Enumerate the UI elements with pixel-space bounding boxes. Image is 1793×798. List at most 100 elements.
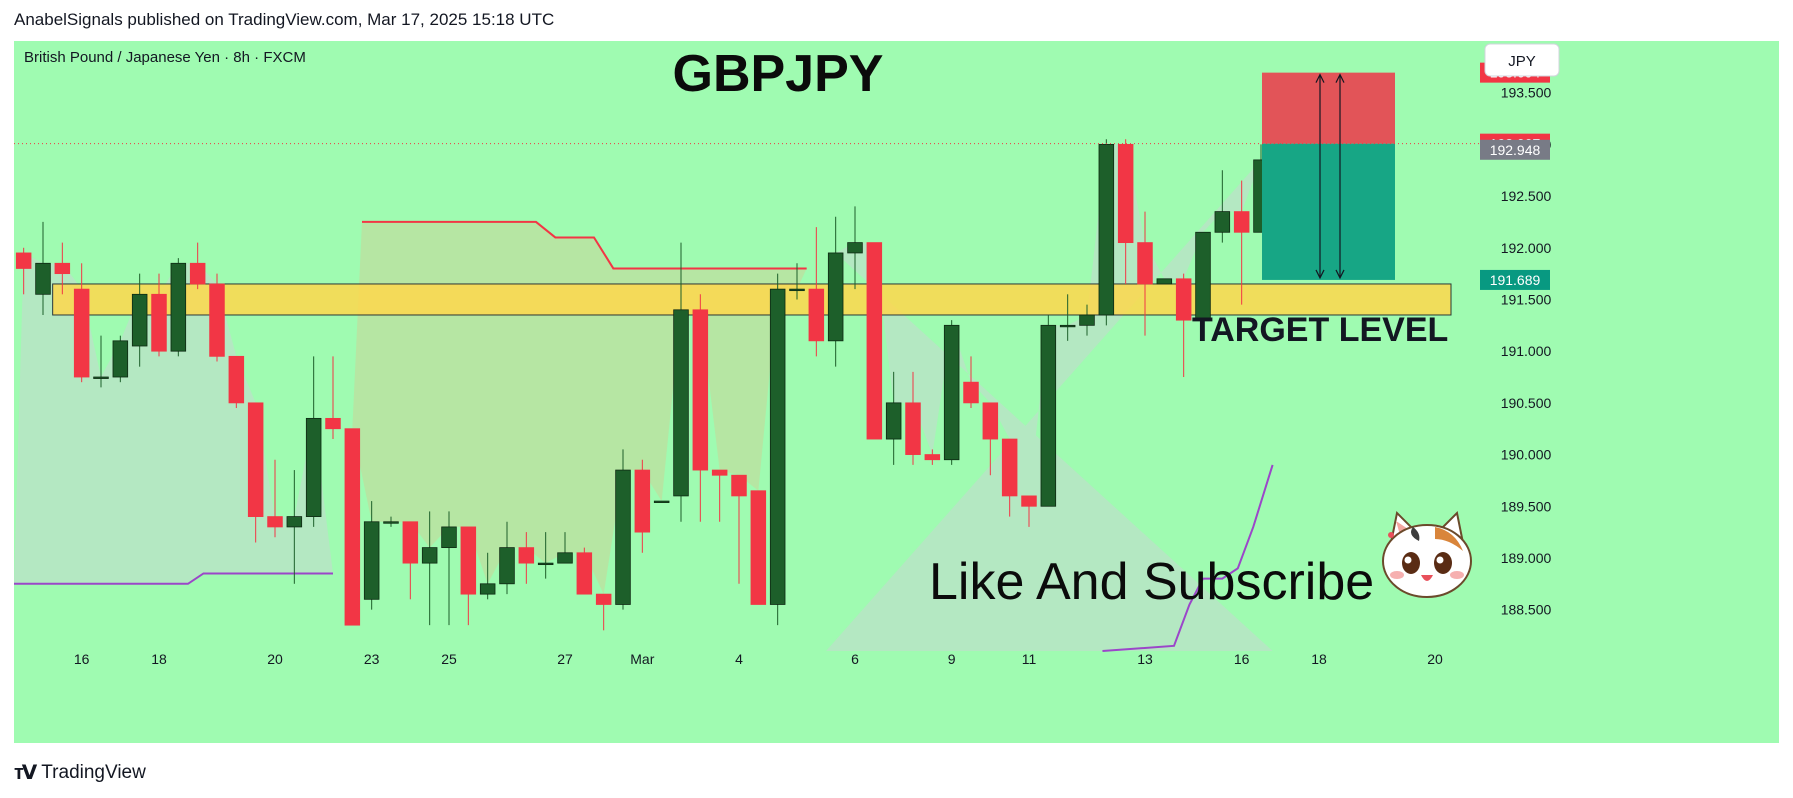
candle-body — [479, 583, 496, 595]
x-tick-label: 18 — [151, 651, 167, 667]
candle — [189, 242, 206, 290]
range-arrow-up-head — [1335, 73, 1345, 83]
candle — [1059, 294, 1076, 341]
candle — [170, 258, 187, 357]
candle — [634, 459, 651, 553]
candle-body — [73, 288, 90, 378]
candle — [905, 371, 921, 465]
candle — [131, 273, 148, 367]
candle-body — [1079, 314, 1095, 326]
currency-button-label: JPY — [1508, 53, 1536, 70]
candle — [421, 511, 438, 626]
candle — [228, 355, 245, 409]
candle — [1040, 314, 1057, 507]
range-arrow-down-head — [1315, 269, 1325, 280]
cat-mascot-icon — [1382, 510, 1472, 598]
candle-body — [1117, 143, 1134, 244]
candle — [673, 242, 689, 522]
chart-area[interactable]: 193.500193.000192.500192.000191.500191.0… — [14, 41, 1779, 743]
candle-body — [1214, 211, 1231, 233]
candle-body — [441, 526, 457, 549]
candle — [363, 501, 380, 610]
candle — [441, 511, 457, 626]
x-tick-label: Mar — [630, 651, 654, 667]
candle-body — [595, 593, 612, 605]
chart-title: GBPJPY — [673, 45, 884, 103]
candle — [557, 532, 573, 564]
x-tick-label: 9 — [948, 651, 956, 667]
y-tick-label: 193.500 — [1501, 85, 1552, 101]
candle — [209, 273, 225, 362]
candle-body — [421, 547, 438, 564]
candle — [35, 221, 51, 315]
candle-body — [209, 283, 225, 357]
candle-body — [769, 288, 786, 605]
currency-button[interactable]: JPY — [1484, 43, 1560, 77]
candle-body — [363, 521, 380, 600]
upper-band-line — [362, 220, 807, 270]
candle — [479, 552, 496, 600]
candle-body — [1021, 495, 1037, 507]
candle — [808, 227, 825, 357]
candle — [943, 320, 960, 465]
y-tick-label: 189.000 — [1501, 550, 1552, 566]
candle — [1021, 495, 1037, 527]
x-tick-label: 20 — [267, 651, 283, 667]
y-tick-label: 188.500 — [1501, 602, 1552, 618]
price-badge-label: 191.689 — [1490, 272, 1541, 288]
candle-body — [924, 454, 941, 461]
y-tick-label: 191.500 — [1501, 291, 1552, 307]
candle-body — [499, 547, 515, 585]
candle-body — [54, 262, 71, 275]
y-tick-label: 190.500 — [1501, 395, 1552, 411]
price-chart[interactable]: 193.500193.000192.500192.000191.500191.0… — [14, 41, 1779, 743]
tradingview-logo-icon: ᴛ𝗩 — [14, 762, 37, 784]
candle — [885, 371, 902, 465]
candle-body — [112, 340, 129, 378]
candle — [692, 294, 709, 522]
candle-body — [1175, 278, 1192, 321]
y-tick-label: 192.500 — [1501, 188, 1552, 204]
candle — [1214, 170, 1231, 243]
candle-body — [615, 469, 631, 605]
lower-band-line-right — [1102, 464, 1274, 652]
candle — [1233, 180, 1250, 305]
candle-body — [1156, 278, 1173, 285]
candle — [151, 273, 167, 357]
candle — [305, 356, 322, 527]
candle — [924, 449, 941, 465]
x-tick-label: 18 — [1311, 651, 1327, 667]
x-tick-label: 20 — [1427, 651, 1443, 667]
candle — [982, 402, 999, 476]
footer-brand[interactable]: ᴛ𝗩 TradingView — [14, 760, 146, 785]
candle-body — [1001, 438, 1018, 497]
candle-body — [1137, 242, 1153, 285]
x-tick-label: 13 — [1137, 651, 1153, 667]
candle — [537, 532, 554, 579]
candle — [731, 474, 747, 584]
candle — [595, 593, 612, 631]
price-badge: 192.948 — [1480, 139, 1550, 160]
candle-body — [808, 288, 825, 342]
candle-body — [537, 562, 554, 566]
candle-body — [653, 500, 670, 503]
take-profit-box — [1262, 143, 1395, 280]
candle — [499, 521, 515, 595]
candle-body — [344, 428, 361, 626]
candle — [286, 470, 303, 584]
x-tick-label: 11 — [1022, 651, 1037, 667]
candle — [1156, 278, 1173, 285]
candle-body — [750, 490, 767, 605]
candle-body — [305, 417, 322, 517]
x-tick-label: 27 — [557, 651, 573, 667]
candle-body — [847, 242, 863, 254]
candle-body — [789, 288, 805, 292]
candle-body — [228, 355, 245, 404]
candle — [1195, 231, 1211, 326]
candle — [750, 490, 767, 605]
x-tick-label: 16 — [74, 651, 90, 667]
y-tick-label: 189.500 — [1501, 498, 1552, 514]
candle — [112, 335, 129, 383]
candle — [711, 469, 728, 522]
target-level-annotation: TARGET LEVEL — [1192, 311, 1448, 349]
